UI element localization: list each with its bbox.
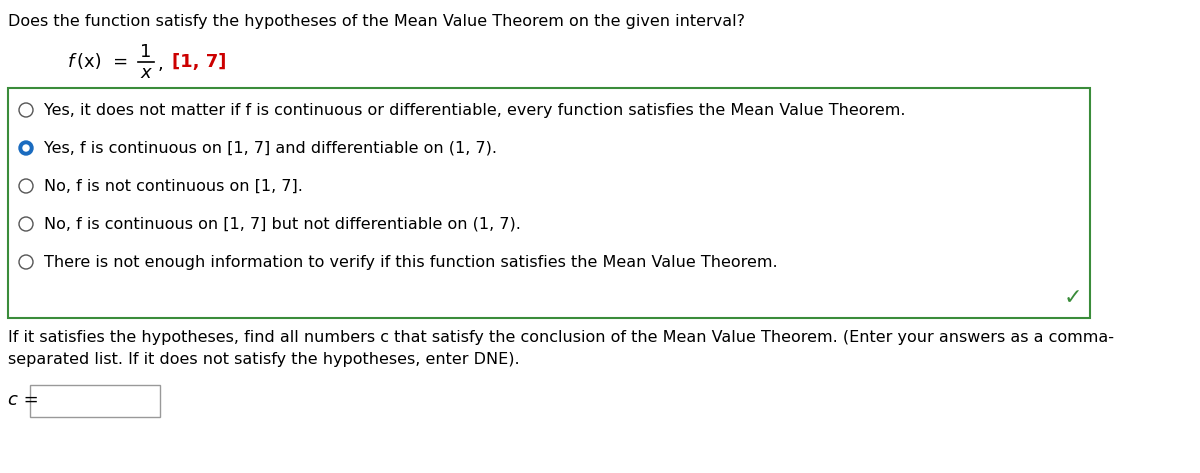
Circle shape	[23, 145, 29, 151]
Text: No, f is not continuous on [1, 7].: No, f is not continuous on [1, 7].	[44, 178, 302, 193]
Circle shape	[19, 217, 34, 231]
Circle shape	[19, 255, 34, 269]
Text: There is not enough information to verify if this function satisfies the Mean Va: There is not enough information to verif…	[44, 254, 778, 270]
Text: 1: 1	[140, 43, 151, 61]
Text: If it satisfies the hypotheses, find all numbers c that satisfy the conclusion o: If it satisfies the hypotheses, find all…	[8, 330, 1114, 345]
Text: Yes, it does not matter if f is continuous or differentiable, every function sat: Yes, it does not matter if f is continuo…	[44, 103, 906, 117]
Text: ,: ,	[158, 55, 163, 73]
Text: separated list. If it does not satisfy the hypotheses, enter DNE).: separated list. If it does not satisfy t…	[8, 352, 520, 367]
Text: c =: c =	[8, 391, 38, 409]
Circle shape	[19, 103, 34, 117]
Text: Yes, f is continuous on [1, 7] and differentiable on (1, 7).: Yes, f is continuous on [1, 7] and diffe…	[44, 140, 497, 156]
Bar	[30, 385, 160, 417]
Text: Does the function satisfy the hypotheses of the Mean Value Theorem on the given : Does the function satisfy the hypotheses…	[8, 14, 745, 29]
Text: ✓: ✓	[1063, 288, 1082, 308]
Text: [1, 7]: [1, 7]	[172, 53, 227, 71]
Circle shape	[19, 141, 34, 155]
Text: (x)  =: (x) =	[77, 53, 128, 71]
Text: f: f	[68, 53, 74, 71]
Bar	[8, 88, 1090, 318]
Text: x: x	[140, 64, 151, 82]
Text: No, f is continuous on [1, 7] but not differentiable on (1, 7).: No, f is continuous on [1, 7] but not di…	[44, 217, 521, 231]
Circle shape	[19, 179, 34, 193]
